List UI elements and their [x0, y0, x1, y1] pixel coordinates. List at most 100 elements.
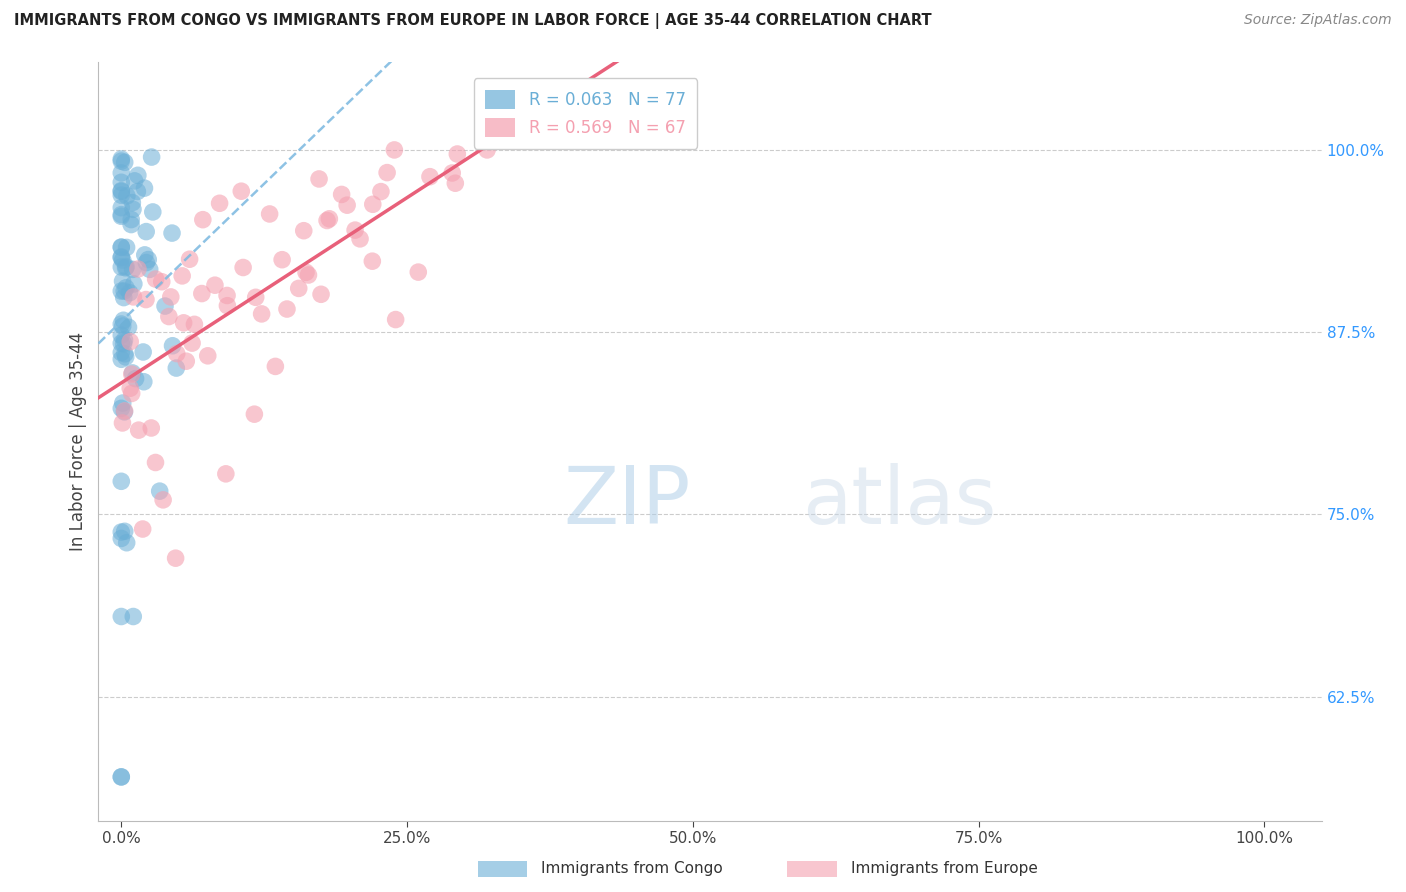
Point: [132, 345, 155, 359]
Point: [361, 254, 384, 268]
Point: [183, 318, 205, 332]
Point: [215, 288, 238, 302]
Point: [128, 423, 150, 437]
Point: [136, 252, 159, 267]
Point: [110, 154, 132, 169]
Point: [308, 172, 330, 186]
Text: atlas: atlas: [801, 463, 995, 541]
Point: [110, 185, 132, 199]
Point: [475, 143, 498, 157]
Point: [165, 361, 187, 376]
Point: [115, 535, 138, 549]
Point: [419, 169, 441, 184]
Point: [127, 262, 149, 277]
Point: [120, 381, 142, 395]
Point: [166, 346, 188, 360]
Text: Source: ZipAtlas.com: Source: ZipAtlas.com: [1244, 13, 1392, 28]
Point: [122, 290, 145, 304]
Point: [115, 281, 138, 295]
Point: [110, 240, 132, 254]
Point: [110, 770, 132, 784]
Point: [349, 232, 371, 246]
Point: [384, 312, 406, 326]
Point: [112, 291, 135, 305]
Point: [115, 260, 138, 274]
Point: [138, 262, 160, 277]
Point: [160, 226, 183, 240]
Point: [336, 198, 359, 212]
Point: [135, 293, 157, 307]
Point: [259, 207, 281, 221]
Point: [127, 169, 149, 183]
Point: [115, 189, 138, 203]
Point: [173, 316, 195, 330]
Point: [110, 401, 132, 416]
Point: [149, 484, 172, 499]
Point: [114, 350, 136, 364]
Point: [172, 268, 194, 283]
Point: [117, 320, 139, 334]
Point: [215, 467, 238, 481]
Point: [114, 347, 136, 361]
Point: [232, 260, 254, 275]
Point: [122, 277, 145, 291]
Point: [406, 265, 429, 279]
Point: [110, 166, 132, 180]
Point: [118, 285, 141, 300]
Point: [141, 150, 163, 164]
Point: [135, 255, 157, 269]
Point: [112, 336, 135, 351]
Legend: R = 0.063   N = 77, R = 0.569   N = 67: R = 0.063 N = 77, R = 0.569 N = 67: [474, 78, 697, 149]
Point: [110, 188, 132, 202]
Point: [145, 272, 167, 286]
Point: [131, 522, 153, 536]
Point: [344, 223, 367, 237]
Point: [243, 407, 266, 421]
Point: [121, 366, 143, 380]
Point: [134, 181, 156, 195]
Point: [127, 185, 149, 199]
Point: [124, 371, 146, 385]
Point: [370, 185, 392, 199]
Point: [162, 339, 184, 353]
Point: [295, 265, 318, 279]
Point: [197, 349, 219, 363]
Point: [446, 147, 468, 161]
Point: [297, 268, 319, 282]
Point: [316, 213, 339, 227]
Point: [110, 251, 132, 265]
Point: [120, 218, 142, 232]
Point: [114, 260, 136, 275]
Point: [153, 299, 176, 313]
Point: [121, 262, 143, 277]
Point: [250, 307, 273, 321]
Point: [120, 212, 142, 227]
Point: [208, 196, 231, 211]
Point: [375, 165, 398, 179]
Point: [110, 317, 132, 331]
Point: [132, 375, 155, 389]
Point: [142, 205, 165, 219]
Point: [174, 354, 197, 368]
Point: [292, 224, 315, 238]
Point: [114, 404, 136, 418]
Point: [110, 770, 132, 784]
Point: [110, 345, 132, 359]
Point: [111, 319, 134, 334]
Point: [441, 166, 464, 180]
Point: [111, 416, 134, 430]
Point: [110, 208, 132, 222]
Point: [145, 455, 167, 469]
Point: [179, 252, 201, 267]
Text: ZIP: ZIP: [564, 463, 690, 541]
Point: [135, 225, 157, 239]
Point: [110, 152, 132, 166]
Point: [276, 301, 298, 316]
Point: [152, 492, 174, 507]
Point: [141, 421, 163, 435]
Point: [110, 475, 132, 489]
Point: [309, 287, 332, 301]
Point: [361, 197, 384, 211]
Point: [245, 290, 267, 304]
Point: [159, 290, 181, 304]
